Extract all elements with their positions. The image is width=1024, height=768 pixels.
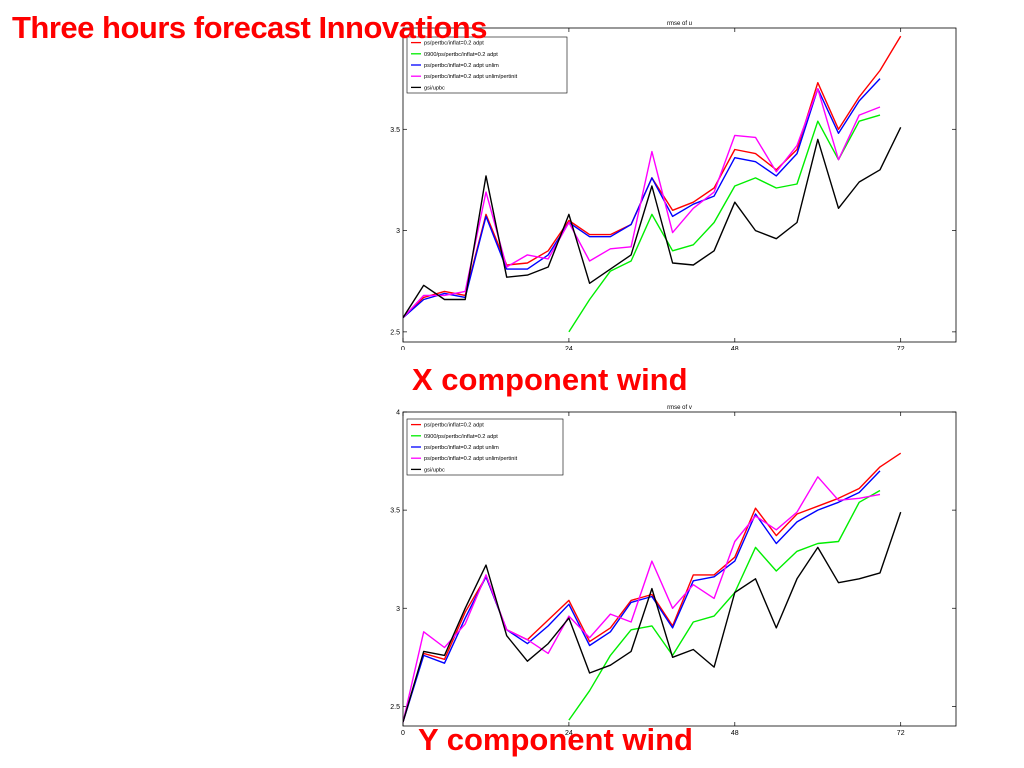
legend-label: ps/pertbc/inflat=0.2 adpt unlim: [424, 445, 499, 451]
y-tick-label: 3.5: [390, 508, 400, 515]
x-tick-label: 24: [565, 730, 573, 737]
legend-label: gsi/upbc: [424, 467, 445, 473]
legend-label: 0900/ps/pertbc/inflat=0.2 adpt: [424, 52, 498, 58]
chart-title: rmse of v: [667, 405, 692, 411]
series-line-0900-ps-pertbc-inflat-0-2-adpt: [568, 114, 881, 333]
chart-title: rmse of u: [667, 21, 692, 27]
x-tick-label: 72: [897, 346, 905, 350]
x-component-wind-caption: X component wind: [412, 362, 688, 397]
legend-label: ps/pertbc/inflat=0.2 adpt: [424, 41, 484, 47]
slide-title: Three hours forecast Innovations: [12, 10, 487, 45]
x-tick-label: 48: [731, 346, 739, 350]
y-tick-label: 4: [396, 410, 400, 417]
y-tick-label: 2.5: [390, 329, 400, 336]
series-line-gsi-upbc: [403, 126, 902, 319]
legend-label: 0900/ps/pertbc/inflat=0.2 adpt: [424, 434, 498, 440]
series-line-0900-ps-pertbc-inflat-0-2-adpt: [568, 489, 881, 721]
legend-label: gsi/upbc: [424, 85, 445, 91]
rmse-v-chart: rmse of v 0 24 48 72 2.5 3 3.5 4 ps/pertbc/inflat…: [390, 405, 957, 737]
x-tick-label: 0: [401, 730, 405, 737]
legend: ps/pertbc/inflat=0.2 adpt 0900/ps/pertbc/…: [406, 36, 568, 94]
x-tick-label: 24: [565, 346, 573, 350]
legend-label: ps/pertbc/inflat=0.2 adpt unlim/pertinit: [424, 74, 518, 80]
legend-label: ps/pertbc/inflat=0.2 adpt: [424, 423, 484, 429]
y-tick-label: 3.5: [390, 127, 400, 134]
x-tick-label: 72: [897, 730, 905, 737]
series-line-gsi-upbc: [403, 511, 902, 723]
y-component-wind-caption: Y component wind: [418, 722, 693, 757]
series-line-ps-pertbc-inflat-0-2-adpt-unlim-pertinit: [403, 88, 881, 319]
x-tick-label: 48: [731, 730, 739, 737]
y-tick-label: 2.5: [390, 704, 400, 711]
legend-label: ps/pertbc/inflat=0.2 adpt unlim/pertinit: [424, 456, 518, 462]
series-line-ps-pertbc-inflat-0-2-adpt-unlim-pertinit: [403, 476, 881, 723]
legend-label: ps/pertbc/inflat=0.2 adpt unlim: [424, 63, 499, 69]
x-tick-label: 0: [401, 346, 405, 350]
y-tick-label: 3: [396, 606, 400, 613]
y-tick-label: 3: [396, 228, 400, 235]
rmse-u-chart: rmse of u 0 24 48 72 2.5 3 3.5 ps/pertbc/inflat=…: [390, 21, 957, 350]
legend: ps/pertbc/inflat=0.2 adpt 0900/ps/pertbc/…: [406, 418, 564, 476]
